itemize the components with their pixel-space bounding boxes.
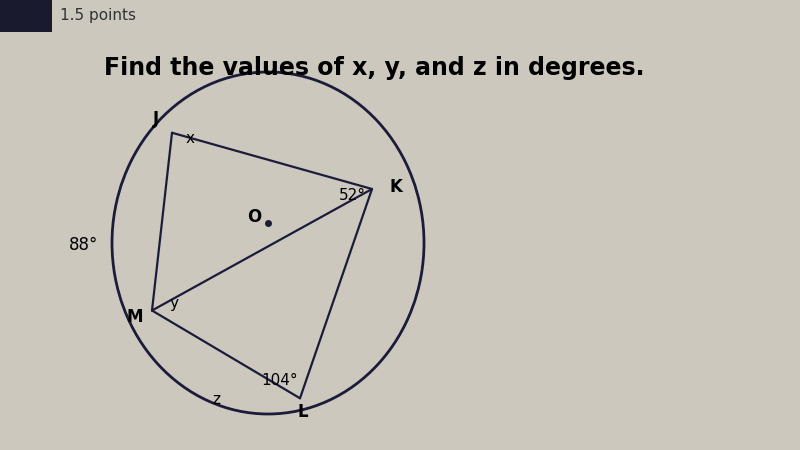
Bar: [0, 0, 52, 32]
Text: z: z: [212, 392, 220, 407]
Text: L: L: [297, 403, 308, 421]
Text: 52°: 52°: [338, 188, 366, 203]
Text: 1.5 points: 1.5 points: [60, 8, 136, 23]
Text: 88°: 88°: [70, 236, 98, 254]
Text: M: M: [126, 308, 142, 326]
Text: O: O: [247, 208, 262, 226]
Text: J: J: [153, 110, 159, 128]
Text: x: x: [185, 130, 194, 146]
Text: y: y: [170, 296, 179, 311]
Text: K: K: [390, 178, 402, 196]
Text: Find the values of x, y, and z in degrees.: Find the values of x, y, and z in degree…: [104, 56, 645, 80]
Text: 104°: 104°: [262, 373, 298, 388]
